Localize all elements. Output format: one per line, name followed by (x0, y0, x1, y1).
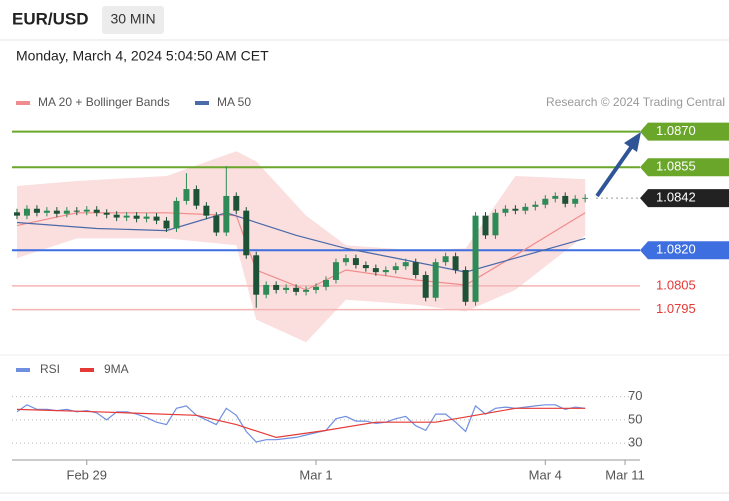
candle-body (502, 208, 509, 213)
candle-body (43, 210, 50, 213)
level-label: 1.0870 (656, 123, 696, 138)
candle-body (113, 214, 120, 218)
candle-body (562, 195, 569, 204)
candle-body (63, 210, 70, 214)
level-label-box (640, 158, 729, 177)
y-tick-label: 70 (628, 388, 642, 403)
candle-body (492, 212, 499, 236)
candle-body (143, 216, 150, 219)
candle-body (392, 266, 399, 271)
forecast-arrowhead (624, 132, 641, 152)
candle-body (193, 189, 200, 206)
candle-body (522, 206, 529, 211)
candle-body (103, 212, 110, 215)
candle-body (532, 204, 539, 207)
candle-body (372, 268, 379, 273)
candle-body (263, 284, 270, 295)
level-label: 1.0842 (656, 190, 696, 205)
x-tick-label: Mar 1 (299, 467, 332, 482)
candle-body (123, 215, 130, 218)
candle-body (462, 270, 469, 302)
candle-body (432, 262, 439, 298)
timeframe-badge (102, 6, 164, 34)
candle-body (243, 210, 250, 256)
candle-body (23, 208, 30, 216)
level-label: 1.0805 (656, 277, 696, 292)
candle-body (313, 286, 320, 290)
level-label-box (640, 241, 729, 260)
candle-body (93, 209, 100, 213)
y-tick-label: 50 (628, 411, 642, 426)
candle-body (472, 215, 479, 302)
x-tick-label: Mar 11 (605, 467, 645, 482)
candle-body (283, 287, 290, 290)
x-tick-label: Feb 29 (67, 467, 107, 482)
level-label: 1.0820 (656, 242, 696, 257)
y-tick-label: 30 (628, 435, 642, 450)
candle-body (293, 287, 300, 292)
candle-body (552, 195, 559, 199)
candle-body (422, 274, 429, 298)
candle-body (402, 262, 409, 267)
candle-body (442, 256, 449, 263)
timeframe: 30 MIN (110, 11, 155, 27)
x-tick-label: Mar 4 (529, 467, 562, 482)
candle-body (73, 210, 80, 212)
candle-body (153, 216, 160, 221)
level-label-box (640, 122, 729, 141)
candle-body (223, 195, 230, 233)
candle-body (572, 198, 579, 204)
candle-body (83, 209, 90, 212)
candle-body (512, 208, 519, 211)
candle-body (412, 262, 419, 275)
timestamp: Monday, March 4, 2024 5:04:50 AM CET (16, 48, 269, 64)
legend-label: MA 50 (217, 95, 251, 109)
candle-body (382, 270, 389, 273)
legend-label: MA 20 + Bollinger Bands (38, 95, 170, 109)
candle-body (33, 208, 40, 213)
candle-body (323, 279, 329, 287)
candle-body (332, 262, 339, 280)
level-label: 1.0795 (656, 301, 696, 316)
legend-label: 9MA (104, 362, 129, 376)
candle-body (452, 256, 459, 271)
candle-body (233, 195, 240, 211)
ma-line (16, 212, 586, 273)
candle-body (53, 210, 60, 214)
bollinger-band (17, 151, 586, 343)
candle-body (253, 255, 260, 295)
legend-label: RSI (40, 362, 60, 376)
candle-body (133, 215, 140, 219)
candle-body (582, 197, 589, 199)
candle-body (213, 215, 220, 233)
candle-body (13, 212, 20, 216)
candle-body (482, 215, 489, 236)
symbol: EUR/USD (12, 9, 89, 28)
level-label-box (640, 189, 729, 208)
candle-body (273, 284, 280, 290)
candle-body (342, 258, 349, 263)
candle-body (203, 205, 210, 216)
candle-body (542, 198, 549, 205)
candle-body (173, 200, 180, 229)
level-label: 1.0855 (656, 159, 696, 174)
candle-body (303, 289, 310, 292)
candle-body (362, 265, 369, 269)
candle-body (183, 189, 190, 201)
candle-body (163, 220, 170, 229)
candle-body (352, 258, 359, 266)
indicator-line (16, 407, 586, 439)
indicator-line (16, 404, 586, 443)
forecast-arrow (595, 144, 634, 198)
credit: Research © 2024 Trading Central (546, 95, 725, 109)
